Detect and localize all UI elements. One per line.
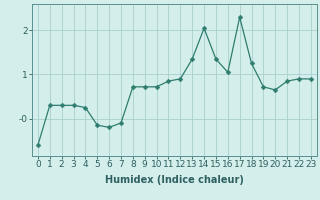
X-axis label: Humidex (Indice chaleur): Humidex (Indice chaleur) <box>105 175 244 185</box>
